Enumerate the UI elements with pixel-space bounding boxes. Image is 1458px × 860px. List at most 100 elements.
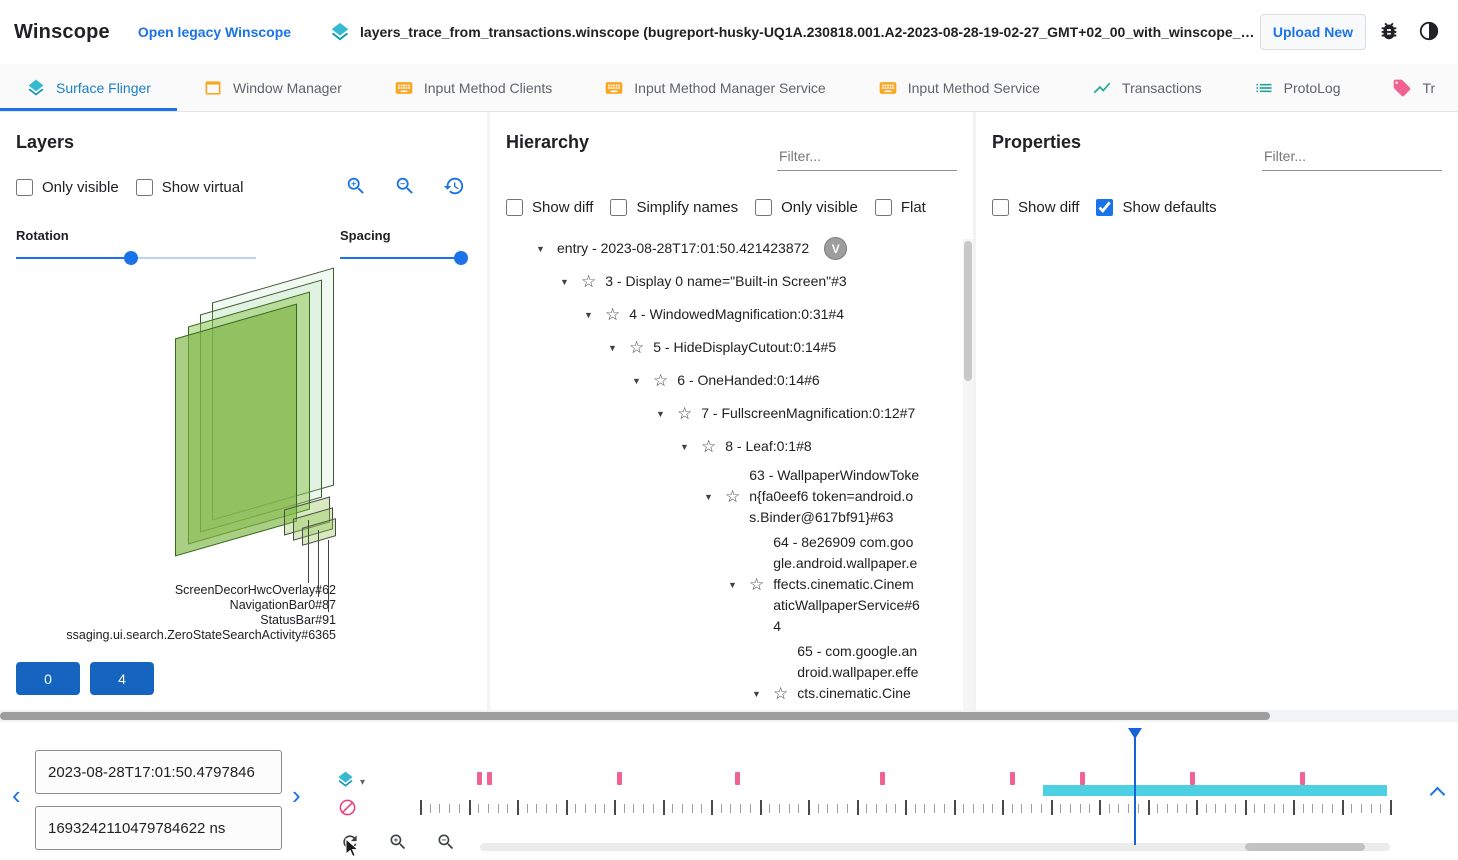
trace-event-marker[interactable] [616,772,622,785]
show-defaults-checkbox-row[interactable]: Show defaults [1096,199,1217,216]
tree-node-label: 6 - OneHanded:0:14#6 [677,372,820,388]
expand-collapse-icon[interactable]: ▼ [656,408,665,419]
timeline-scrollbar-thumb[interactable] [1245,843,1365,851]
flat-checkbox-row[interactable]: Flat [874,199,926,216]
trace-event-marker[interactable] [1079,772,1085,785]
tree-node[interactable]: ▼ ☆ 7 - FullscreenMagnification:0:12#7 [506,397,957,430]
rotation-slider[interactable] [16,247,256,269]
only-visible-checkbox[interactable] [16,179,33,196]
show-diff-checkbox-row[interactable]: Show diff [992,199,1079,216]
tab-input-method-manager-service[interactable]: Input Method Manager Service [578,64,851,111]
show-diff-checkbox-row[interactable]: Show diff [506,199,593,216]
show-diff-checkbox[interactable] [506,199,523,216]
expand-collapse-icon[interactable]: ▼ [536,243,545,254]
zoom-out-button[interactable] [394,175,416,200]
tree-node[interactable]: ▼ ☆ 8 - Leaf:0:1#8 [506,430,957,463]
display-4-button[interactable]: 4 [90,662,154,695]
tab-protolog[interactable]: ProtoLog [1228,64,1367,111]
tab-input-method-service[interactable]: Input Method Service [852,64,1066,111]
timeline-scrollbar[interactable] [480,843,1390,851]
pin-star-icon[interactable]: ☆ [725,486,741,506]
trace-event-marker[interactable] [1190,772,1196,785]
pin-star-icon[interactable]: ☆ [749,574,765,594]
expand-collapse-icon[interactable]: ▼ [704,491,713,502]
expand-collapse-icon[interactable]: ▼ [752,688,761,699]
trace-event-marker[interactable] [1009,772,1015,785]
timeline-ruler[interactable] [420,722,1392,860]
trace-event-marker[interactable] [1299,772,1305,785]
timeline-zoom-out-button[interactable] [436,832,456,855]
layers-3d-view[interactable]: ScreenDecorHwcOverlay#62 NavigationBar0#… [16,267,471,650]
properties-filter-input[interactable] [1262,142,1442,171]
timeline-selection-band[interactable] [1042,785,1388,796]
reset-view-button[interactable] [443,175,465,200]
hierarchy-scrollbar[interactable] [963,239,973,710]
tab-transaction-tags[interactable]: Tr [1366,64,1458,111]
only-visible-checkbox-row[interactable]: Only visible [16,179,119,196]
transactions-trace-toggle[interactable] [338,798,357,822]
trace-selector[interactable]: ▾ [336,770,365,794]
pin-star-icon[interactable]: ☆ [677,403,693,423]
layer-rect[interactable] [175,303,297,557]
timeline-reset-zoom-button[interactable] [340,832,360,855]
show-virtual-checkbox[interactable] [135,179,153,196]
pin-star-icon[interactable]: ☆ [773,683,789,703]
flat-checkbox[interactable] [874,199,892,216]
pin-star-icon[interactable]: ☆ [629,337,645,357]
timestamp-human-input[interactable] [35,750,282,794]
simplify-names-checkbox-row[interactable]: Simplify names [610,199,738,216]
tab-transactions[interactable]: Transactions [1066,64,1228,111]
show-virtual-checkbox-row[interactable]: Show virtual [135,179,243,196]
main-horizontal-scrollbar-thumb[interactable] [0,712,1270,720]
display-0-button[interactable]: 0 [16,662,80,695]
tab-window-manager[interactable]: Window Manager [177,64,368,111]
tab-input-method-clients[interactable]: Input Method Clients [368,64,578,111]
tree-node[interactable]: ▼ ☆ 5 - HideDisplayCutout:0:14#5 [506,331,957,364]
pin-star-icon[interactable]: ☆ [581,271,597,291]
next-frame-button[interactable]: › [292,780,301,810]
block-icon [338,798,357,822]
expand-collapse-icon[interactable]: ▼ [632,375,641,386]
only-visible-checkbox-row[interactable]: Only visible [755,199,858,216]
prev-frame-button[interactable]: ‹ [12,780,21,810]
simplify-names-checkbox[interactable] [610,199,628,216]
tree-node[interactable]: ▼ ☆ 63 - WallpaperWindowToken{fa0eef6 toke… [506,463,957,530]
expand-collapse-icon[interactable]: ▼ [560,276,569,287]
open-legacy-winscope-link[interactable]: Open legacy Winscope [137,24,292,40]
ruler-tick [817,804,819,813]
pin-star-icon[interactable]: ☆ [605,304,621,324]
ruler-tick [1263,804,1265,813]
hierarchy-scrollbar-thumb[interactable] [964,241,972,381]
show-defaults-checkbox[interactable] [1096,199,1114,216]
expand-collapse-icon[interactable]: ▼ [680,441,689,452]
pin-star-icon[interactable]: ☆ [653,370,669,390]
show-diff-checkbox[interactable] [992,199,1009,216]
zoom-in-button[interactable] [345,175,367,200]
report-bug-button[interactable] [1374,16,1404,49]
trace-event-marker[interactable] [735,772,741,785]
tab-surface-flinger[interactable]: Surface Flinger [0,64,177,111]
spacing-slider[interactable] [340,247,468,269]
trace-event-marker[interactable] [486,772,492,785]
tree-node[interactable]: ▼ ☆ 6 - OneHanded:0:14#6 [506,364,957,397]
hierarchy-filter-input[interactable] [777,142,957,171]
expand-collapse-icon[interactable]: ▼ [584,309,593,320]
pin-star-icon[interactable]: ☆ [701,436,717,456]
collapse-timeline-button[interactable] [1426,780,1450,804]
trace-event-marker[interactable] [477,772,483,785]
tree-node[interactable]: ▼ ☆ 64 - 8e26909 com.google.android.wallpa… [506,530,957,639]
dark-mode-toggle[interactable] [1414,16,1444,49]
tree-node[interactable]: ▼ ☆ 4 - WindowedMagnification:0:31#4 [506,298,957,331]
expand-collapse-icon[interactable]: ▼ [728,579,737,590]
tree-node[interactable]: ▼ ☆ 65 - com.google.android.wallpaper.effe… [506,639,957,703]
timestamp-ns-input[interactable] [35,806,282,850]
only-visible-checkbox[interactable] [755,199,773,216]
slider-thumb[interactable] [453,251,468,265]
slider-thumb[interactable] [124,251,139,265]
timeline-zoom-in-button[interactable] [388,832,408,855]
expand-collapse-icon[interactable]: ▼ [608,342,617,353]
tree-node[interactable]: ▼ ☆ 3 - Display 0 name="Built-in Screen"#3 [506,265,957,298]
tree-node[interactable]: ▼ entry - 2023-08-28T17:01:50.421423872 V [506,232,957,265]
trace-event-marker[interactable] [879,772,885,785]
upload-new-button[interactable]: Upload New [1259,14,1366,50]
